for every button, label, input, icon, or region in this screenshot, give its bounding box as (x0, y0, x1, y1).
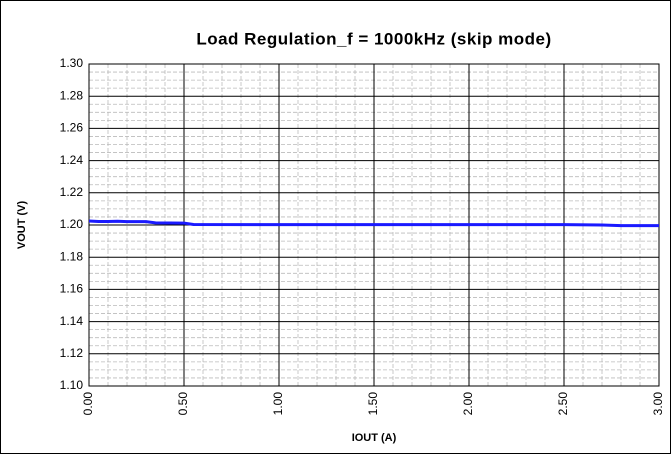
x-tick-label: 1.00 (271, 392, 285, 416)
y-tick-label: 1.16 (60, 282, 84, 296)
y-tick-label: 1.24 (60, 153, 84, 167)
y-tick-label: 1.30 (60, 56, 84, 70)
x-tick-label: 3.00 (651, 392, 665, 416)
x-tick-label: 2.50 (556, 392, 570, 416)
x-tick-label: 1.50 (366, 392, 380, 416)
y-tick-label: 1.12 (60, 346, 84, 360)
y-tick-label: 1.26 (60, 121, 84, 135)
y-tick-label: 1.10 (60, 378, 84, 392)
y-tick-label: 1.22 (60, 185, 84, 199)
data-line (88, 219, 659, 228)
y-axis-label: VOUT (V) (16, 201, 28, 250)
x-tick-label: 0.00 (81, 392, 95, 416)
x-axis-label: IOUT (A) (352, 432, 397, 444)
x-tick-label: 2.00 (461, 392, 475, 416)
y-tick-label: 1.14 (60, 314, 84, 328)
y-tick-label: 1.20 (60, 217, 84, 231)
y-tick-label: 1.28 (60, 88, 84, 102)
y-tick-label: 1.18 (60, 249, 84, 263)
chart-title: Load Regulation_f = 1000kHz (skip mode) (196, 29, 551, 48)
x-tick-label: 0.50 (176, 392, 190, 416)
